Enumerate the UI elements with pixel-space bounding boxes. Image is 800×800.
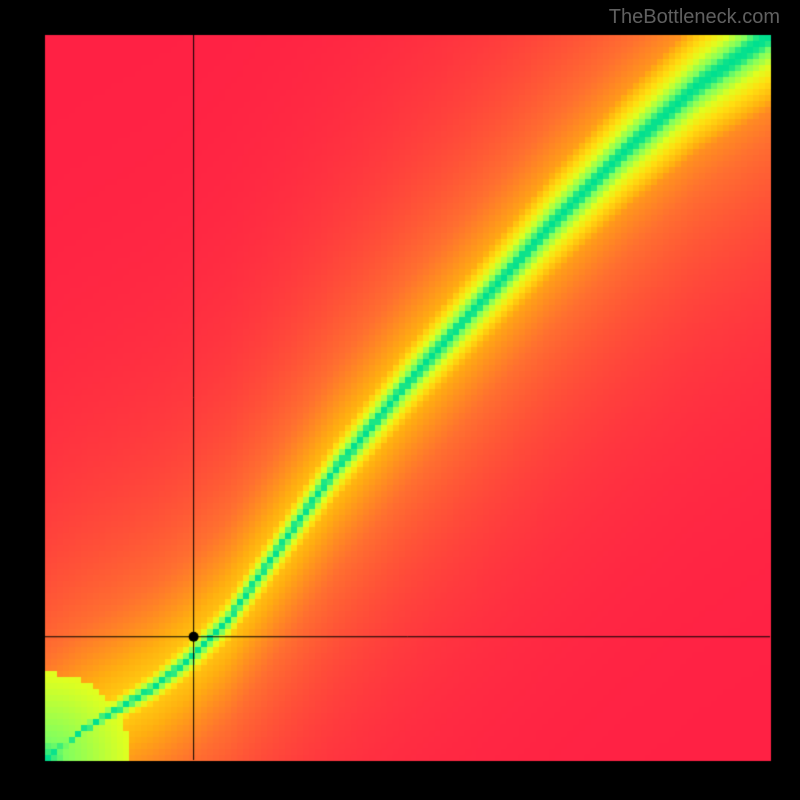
heatmap-canvas [0, 0, 800, 800]
chart-container: TheBottleneck.com [0, 0, 800, 800]
watermark-text: TheBottleneck.com [609, 6, 780, 29]
